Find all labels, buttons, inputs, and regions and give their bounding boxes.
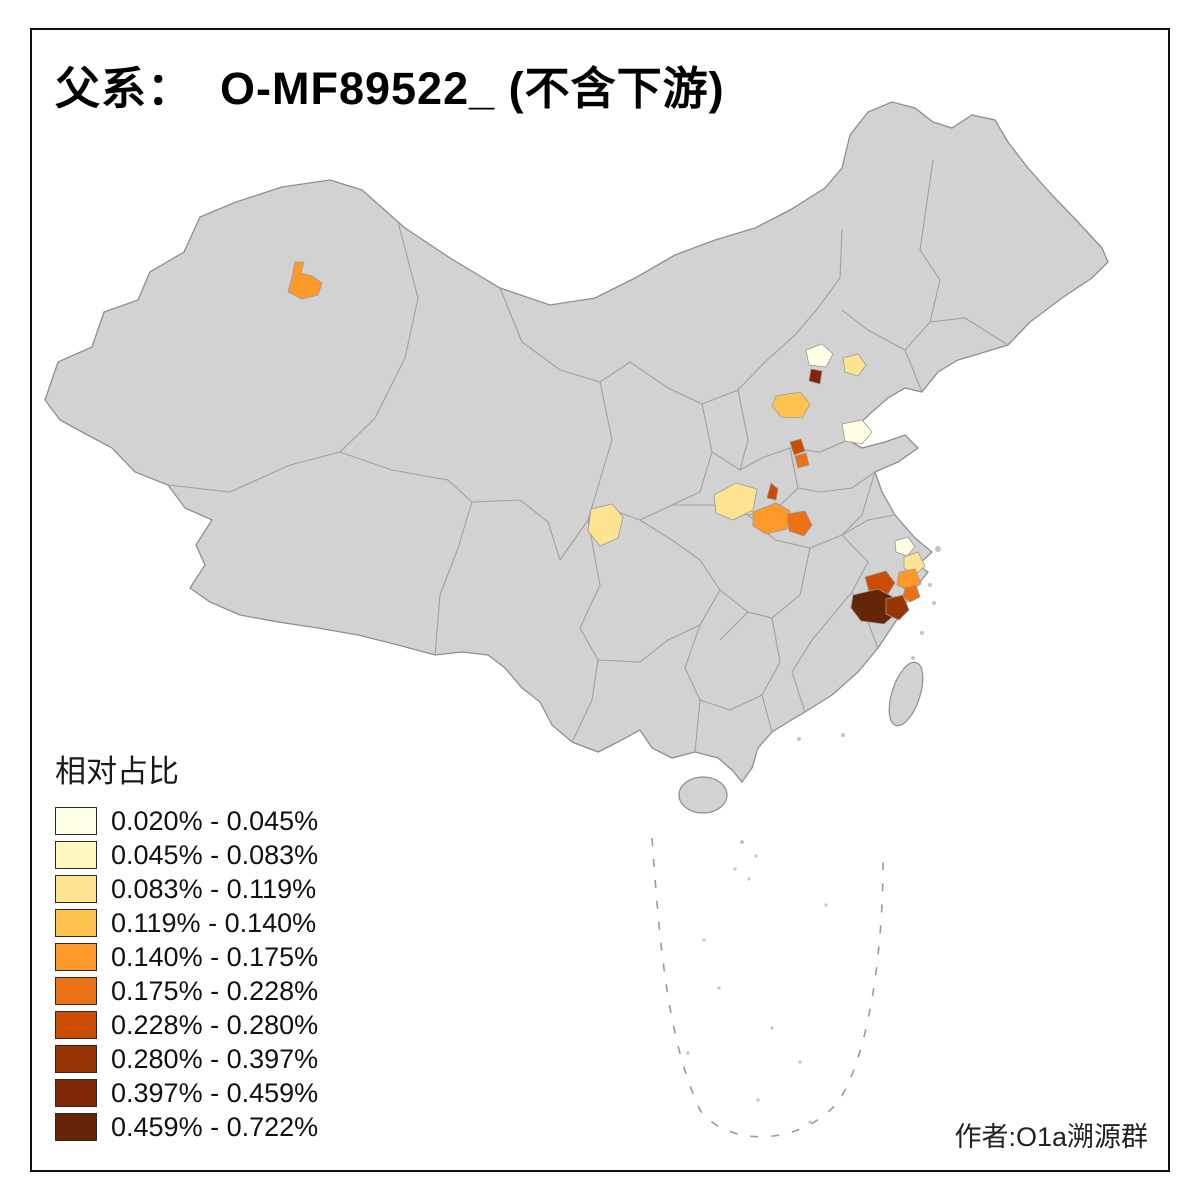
shaded-region-northwest [287, 261, 323, 300]
hainan-island [678, 776, 728, 814]
shaded-region-central-orange-w [752, 502, 791, 535]
legend-label: 0.020% - 0.045% [111, 806, 319, 836]
legend-label: 0.083% - 0.119% [111, 874, 317, 904]
nine-dash-line [651, 837, 884, 1138]
legend-item: 0.020% - 0.045% [55, 807, 318, 835]
legend-label: 0.140% - 0.175% [111, 942, 319, 972]
shaded-region-southeast-redorange [864, 570, 896, 595]
legend-swatch [55, 1045, 97, 1073]
legend-label: 0.119% - 0.140% [111, 908, 317, 938]
mainland-outline [44, 101, 1109, 784]
legend-label: 0.397% - 0.459% [111, 1078, 319, 1108]
legend-swatch [55, 977, 97, 1005]
shaded-region-southeast-darkbrown [885, 594, 910, 621]
shaded-region-central-red-a [789, 438, 806, 456]
legend-item: 0.175% - 0.228% [55, 977, 318, 1005]
legend-label: 0.280% - 0.397% [111, 1044, 319, 1074]
shaded-region-central-spike [766, 482, 779, 501]
legend-item: 0.083% - 0.119% [55, 875, 318, 903]
credit-text: 作者:O1a溯源群 [954, 1122, 1148, 1152]
shaded-region-north-light [842, 353, 867, 377]
legend-swatch [55, 909, 97, 937]
shaded-region-north-cream [805, 343, 834, 368]
legend-item: 0.459% - 0.722% [55, 1113, 318, 1141]
legend-swatch [55, 1079, 97, 1107]
legend-item: 0.140% - 0.175% [55, 943, 318, 971]
legend-swatch [55, 943, 97, 971]
legend-item: 0.119% - 0.140% [55, 909, 318, 937]
legend-title: 相对占比 [55, 754, 179, 789]
shaded-region-east-cream [841, 419, 873, 445]
shaded-region-southwest-light [587, 503, 624, 547]
legend-label: 0.045% - 0.083% [111, 840, 319, 870]
legend-swatch [55, 841, 97, 869]
legend-swatch [55, 1011, 97, 1039]
legend: 相对占比 0.020% - 0.045% 0.045% - 0.083% 0.0… [55, 746, 318, 1147]
legend-item: 0.045% - 0.083% [55, 841, 318, 869]
taiwan-island [888, 661, 924, 727]
coastal-islets [797, 546, 941, 741]
legend-item: 0.280% - 0.397% [55, 1045, 318, 1073]
shaded-region-north-dark-spot [808, 368, 823, 385]
south-sea-islets [686, 840, 828, 1124]
shaded-region-southeast-light [903, 551, 926, 576]
legend-label: 0.228% - 0.280% [111, 1010, 319, 1040]
legend-swatch [55, 807, 97, 835]
legend-item: 0.397% - 0.459% [55, 1079, 318, 1107]
shaded-region-southeast-mid [902, 584, 921, 603]
shaded-region-southeast-cream [894, 536, 916, 557]
shaded-region-southeast-darkest [850, 588, 898, 625]
legend-swatch [55, 875, 97, 903]
legend-label: 0.175% - 0.228% [111, 976, 319, 1006]
legend-swatch [55, 1113, 97, 1141]
page-title: 父系： O-MF89522_ (不含下游) [55, 63, 725, 114]
legend-item: 0.228% - 0.280% [55, 1011, 318, 1039]
shaded-prefectures [287, 261, 926, 625]
shaded-region-central-red-b [794, 452, 810, 469]
legend-label: 0.459% - 0.722% [111, 1112, 319, 1142]
shaded-region-north-yellow [771, 391, 811, 419]
shaded-region-central-orange-e [786, 510, 813, 537]
shaded-region-central-light [713, 482, 758, 521]
